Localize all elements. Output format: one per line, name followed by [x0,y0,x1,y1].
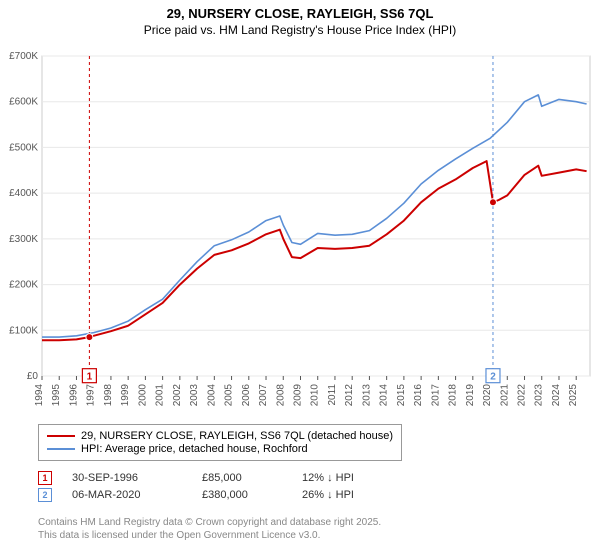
svg-text:2023: 2023 [534,384,545,407]
svg-text:2008: 2008 [275,384,286,407]
footer-line1: Contains HM Land Registry data © Crown c… [38,516,381,529]
svg-text:1997: 1997 [86,384,97,407]
svg-text:2015: 2015 [396,384,407,407]
svg-text:£700K: £700K [9,51,38,62]
sales-table: 1 30-SEP-1996£85,00012% ↓ HPI 2 06-MAR-2020… [38,468,412,505]
svg-text:2025: 2025 [568,384,579,407]
svg-text:2012: 2012 [344,384,355,407]
legend-swatch [47,435,75,437]
legend-swatch [47,448,75,450]
svg-text:2016: 2016 [413,384,424,407]
svg-text:2001: 2001 [155,384,166,407]
svg-text:2024: 2024 [551,384,562,407]
svg-text:2018: 2018 [448,384,459,407]
svg-text:£0: £0 [27,371,39,382]
legend-item: 29, NURSERY CLOSE, RAYLEIGH, SS6 7QL (de… [47,430,393,442]
footer-line2: This data is licensed under the Open Gov… [38,529,381,542]
svg-text:£300K: £300K [9,234,38,245]
svg-text:1996: 1996 [68,384,79,407]
svg-text:£500K: £500K [9,142,38,153]
footer: Contains HM Land Registry data © Crown c… [38,516,381,542]
svg-text:2010: 2010 [310,384,321,407]
svg-text:1: 1 [87,372,93,383]
legend: 29, NURSERY CLOSE, RAYLEIGH, SS6 7QL (de… [38,424,402,461]
svg-text:2019: 2019 [465,384,476,407]
svg-text:1998: 1998 [103,384,114,407]
svg-text:2: 2 [490,372,496,383]
svg-text:2007: 2007 [258,384,269,407]
sale-pct: 26% ↓ HPI [302,489,412,501]
svg-text:1994: 1994 [34,384,45,407]
svg-text:2013: 2013 [361,384,372,407]
svg-text:2009: 2009 [292,384,303,407]
sale-price: £380,000 [202,489,302,501]
legend-item: HPI: Average price, detached house, Roch… [47,443,393,455]
sale-pct: 12% ↓ HPI [302,472,412,484]
svg-text:£600K: £600K [9,97,38,108]
svg-text:2003: 2003 [189,384,200,407]
sale-date: 30-SEP-1996 [72,472,202,484]
title-line2: Price paid vs. HM Land Registry's House … [0,23,600,37]
sale-price: £85,000 [202,472,302,484]
svg-text:2014: 2014 [379,384,390,407]
svg-text:2021: 2021 [499,384,510,407]
title-line1: 29, NURSERY CLOSE, RAYLEIGH, SS6 7QL [0,6,600,21]
sale-date: 06-MAR-2020 [72,489,202,501]
svg-text:£100K: £100K [9,325,38,336]
chart-container: 29, NURSERY CLOSE, RAYLEIGH, SS6 7QL Pri… [0,0,600,560]
svg-text:2002: 2002 [172,384,183,407]
svg-text:2004: 2004 [206,384,217,407]
title-block: 29, NURSERY CLOSE, RAYLEIGH, SS6 7QL Pri… [0,0,600,39]
sale-marker-icon: 2 [38,488,52,502]
svg-text:1999: 1999 [120,384,131,407]
svg-text:1995: 1995 [51,384,62,407]
svg-text:2000: 2000 [137,384,148,407]
svg-text:2006: 2006 [241,384,252,407]
legend-label: 29, NURSERY CLOSE, RAYLEIGH, SS6 7QL (de… [81,430,393,442]
svg-text:£400K: £400K [9,188,38,199]
sale-row: 2 06-MAR-2020£380,00026% ↓ HPI [38,488,412,502]
line-chart: £0 £100K £200K £300K £400K £500K £600K £700K 199… [0,48,600,418]
svg-text:2005: 2005 [224,384,235,407]
legend-label: HPI: Average price, detached house, Roch… [81,443,308,455]
sale-row: 1 30-SEP-1996£85,00012% ↓ HPI [38,471,412,485]
sale-marker-icon: 1 [38,471,52,485]
svg-text:2011: 2011 [327,384,338,406]
svg-text:2017: 2017 [430,384,441,407]
svg-text:£200K: £200K [9,280,38,291]
svg-text:2022: 2022 [517,384,528,407]
svg-text:2020: 2020 [482,384,493,407]
